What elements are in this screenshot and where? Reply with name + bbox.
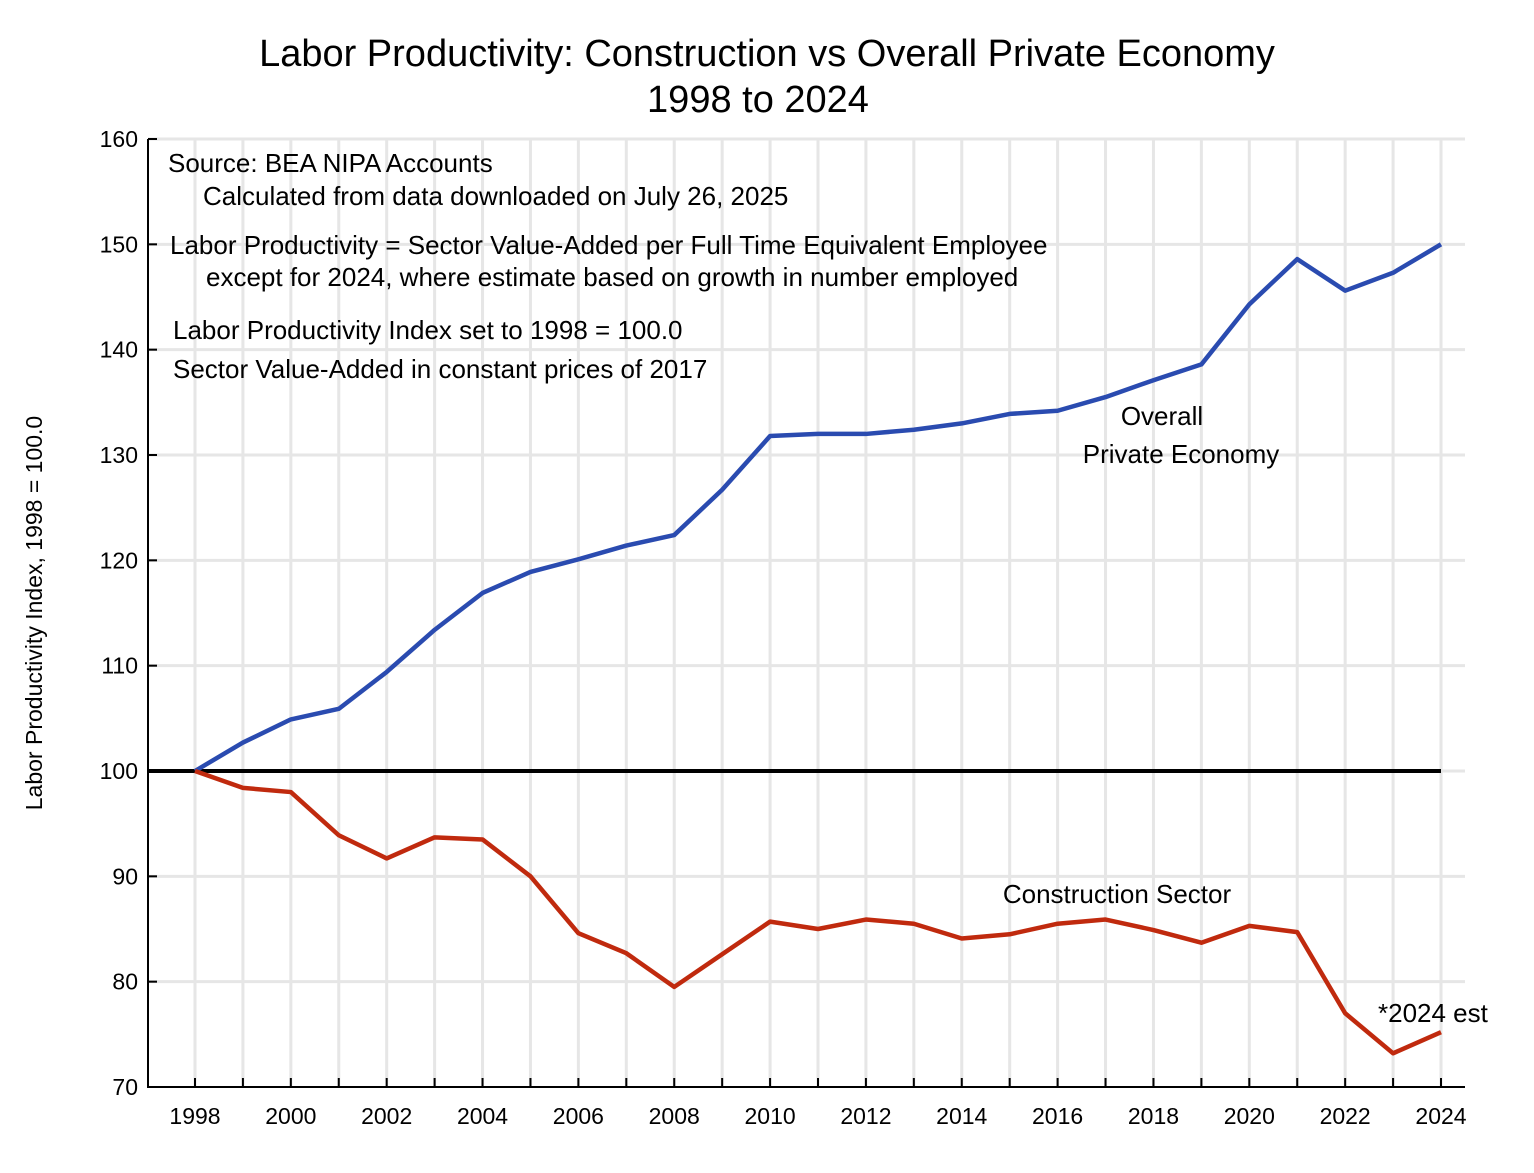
series-label-overall-line2: Private Economy [1083, 439, 1280, 469]
x-tick-label: 2020 [1224, 1103, 1275, 1129]
x-tick-label: 2006 [553, 1103, 604, 1129]
y-tick-label: 90 [112, 863, 138, 889]
y-tick-label: 70 [112, 1074, 138, 1100]
x-tick-label: 2014 [936, 1103, 987, 1129]
x-tick-label: 1998 [169, 1103, 220, 1129]
y-tick-labels: 70 80 90 100 110 120 130 140 150 160 [100, 126, 138, 1100]
annotation-2024-estimate: *2024 est [1378, 998, 1489, 1028]
annotation-prices-note: Sector Value-Added in constant prices of… [173, 354, 707, 384]
y-tick-label: 150 [100, 231, 138, 257]
series-label-construction: Construction Sector [1003, 879, 1232, 909]
x-tick-label: 2022 [1320, 1103, 1371, 1129]
x-tick-label: 2016 [1032, 1103, 1083, 1129]
y-tick-label: 140 [100, 337, 138, 363]
x-tick-label: 2000 [265, 1103, 316, 1129]
x-tick-label: 2018 [1128, 1103, 1179, 1129]
chart-title: Labor Productivity: Construction vs Over… [259, 33, 1275, 75]
annotation-definition: Labor Productivity = Sector Value-Added … [170, 230, 1047, 260]
x-tick-label: 2010 [744, 1103, 795, 1129]
annotation-source: Source: BEA NIPA Accounts [168, 148, 493, 178]
y-tick-label: 160 [100, 126, 138, 152]
annotation-downloaded: Calculated from data downloaded on July … [203, 181, 788, 211]
series-label-overall-line1: Overall [1121, 401, 1203, 431]
y-tick-label: 80 [112, 969, 138, 995]
annotation-exception: except for 2024, where estimate based on… [206, 262, 1018, 292]
x-tick-label: 2002 [361, 1103, 412, 1129]
y-tick-label: 110 [101, 653, 138, 679]
x-tick-label: 2012 [840, 1103, 891, 1129]
y-tick-label: 100 [100, 758, 138, 784]
chart-subtitle: 1998 to 2024 [647, 79, 869, 121]
x-tick-label: 2008 [649, 1103, 700, 1129]
annotation-index-note: Labor Productivity Index set to 1998 = 1… [173, 315, 683, 345]
y-axis-label: Labor Productivity Index, 1998 = 100.0 [21, 416, 47, 810]
x-tick-label: 2004 [457, 1103, 508, 1129]
x-tick-label: 2024 [1415, 1103, 1466, 1129]
x-tick-labels: 1998 2000 2002 2004 2006 2008 2010 2012 2014 2016… [169, 1103, 1466, 1129]
y-tick-label: 130 [100, 442, 138, 468]
y-tick-label: 120 [100, 547, 138, 573]
